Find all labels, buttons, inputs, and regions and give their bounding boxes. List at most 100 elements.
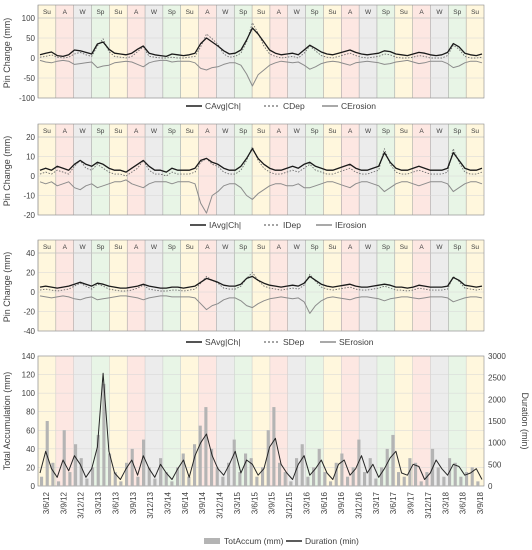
season-band <box>430 356 449 486</box>
season-band <box>412 5 431 98</box>
accum-bar <box>238 472 242 486</box>
season-label: A <box>205 9 210 16</box>
season-label: A <box>348 128 353 135</box>
season-band <box>359 356 377 486</box>
y-tick-label: 100 <box>22 14 36 23</box>
accum-bar <box>136 476 140 486</box>
ylabel-i: Pin Change (mm) <box>2 136 12 207</box>
season-band <box>323 356 342 486</box>
accum-bar <box>329 481 333 486</box>
season-label: Sp <box>239 244 247 251</box>
season-label: A <box>205 128 210 135</box>
season-label: Su <box>471 244 479 251</box>
accum-bar <box>68 472 72 486</box>
x-tick-label: 3/9/16 <box>337 491 346 514</box>
accum-bar <box>255 476 259 486</box>
ylabel-accumulation: Total Accumulation (mm) <box>2 372 12 471</box>
season-band <box>466 5 484 98</box>
season-label: W <box>222 9 229 16</box>
x-tick-label: 3/9/14 <box>198 491 207 514</box>
season-band <box>73 356 92 486</box>
legend-i: IAvg|Ch| IDep IErosion <box>190 220 366 230</box>
season-band <box>234 240 253 331</box>
x-tick-label: 3/3/16 <box>302 491 311 514</box>
season-band <box>73 124 92 215</box>
y2-tick-label: 1500 <box>488 417 506 426</box>
ylabel-s: Pin Change (mm) <box>2 252 12 323</box>
y2-tick-label: 0 <box>488 482 493 491</box>
series-erosion <box>39 59 483 87</box>
season-band <box>323 240 342 331</box>
accum-bar <box>142 439 146 486</box>
series-dep <box>39 22 483 59</box>
season-band <box>323 124 342 215</box>
season-band <box>323 5 342 98</box>
y-tick-label: 80 <box>26 408 35 417</box>
season-band <box>55 240 74 331</box>
y2-tick-label: 3000 <box>488 352 506 361</box>
x-tick-label: 3/12/15 <box>285 491 294 518</box>
season-label: Sp <box>382 128 390 135</box>
season-band <box>252 240 270 331</box>
legend-label-c-dep: CDep <box>283 101 305 111</box>
season-label: A <box>419 244 424 251</box>
season-label: Su <box>400 9 408 16</box>
accum-bar <box>102 383 106 486</box>
season-band <box>145 356 163 486</box>
season-band <box>430 240 449 331</box>
series-duration <box>39 372 483 480</box>
accum-bar <box>414 462 418 486</box>
season-band <box>145 5 163 98</box>
y-tick-label: 50 <box>26 34 35 43</box>
accum-bar <box>91 467 95 486</box>
legend-c: CAvg|Ch| CDep CErosion <box>186 101 376 111</box>
season-band <box>38 124 56 215</box>
y-tick-label: -20 <box>23 211 35 220</box>
accum-bar <box>391 434 395 486</box>
accum-bar <box>159 458 163 486</box>
legend-swatch-totaccum <box>204 538 220 544</box>
accum-bar <box>40 476 44 486</box>
season-label: Su <box>471 128 479 135</box>
season-label: Sp <box>96 128 104 135</box>
season-label: Su <box>114 244 122 251</box>
plot-area-s: Su A W Sp Su A W Sp Su A W Sp Su A W Sp Su A W Sp Su A W Sp Su 40… <box>23 239 485 336</box>
series-avg <box>39 275 483 289</box>
season-band <box>341 124 360 215</box>
accum-bar <box>295 458 299 486</box>
season-band <box>376 356 395 486</box>
season-label: Sp <box>96 9 104 16</box>
plot-area-c: Su A W Sp Su A W Sp Su A W Sp Su A W Sp Su A W Sp Su A W Sp Su 10… <box>19 4 485 103</box>
legend-label-totaccum: TotAccum (mm) <box>224 536 284 546</box>
x-tick-label: 3/6/16 <box>320 491 329 514</box>
season-band <box>162 356 181 486</box>
x-tick-label: 3/12/17 <box>424 491 433 518</box>
accum-bar <box>323 472 327 486</box>
season-label: W <box>294 244 301 251</box>
season-band <box>394 240 413 331</box>
accum-bar <box>62 430 66 486</box>
accum-bar <box>130 448 134 486</box>
legend-label-i-dep: IDep <box>283 220 301 230</box>
accum-bar <box>164 472 168 486</box>
season-label: A <box>134 128 139 135</box>
season-label: Su <box>114 128 122 135</box>
season-label: Sp <box>311 128 319 135</box>
legend-label-s-avg: SAvg|Ch| <box>205 337 240 347</box>
legend-label-s-dep: SDep <box>283 337 305 347</box>
accum-bar <box>278 462 282 486</box>
season-band <box>269 240 288 331</box>
y-tick-label: 20 <box>26 269 35 278</box>
season-label: W <box>436 128 443 135</box>
accum-bar <box>470 467 474 486</box>
series-avg <box>39 27 483 58</box>
accum-bar <box>363 472 367 486</box>
y-tick-label: 40 <box>26 249 35 258</box>
season-band <box>162 124 181 215</box>
season-band <box>180 5 199 98</box>
accum-bar <box>436 467 440 486</box>
plot-area-accumulation: 140 120 100 80 60 40 20 0 3000 2500 2000 1500 1000 50… <box>22 352 507 491</box>
panel-c-pin-change: Su A W Sp Su A W Sp Su A W Sp Su A W Sp Su A W Sp Su A W Sp Su 10… <box>2 4 485 111</box>
accum-bar <box>198 425 202 486</box>
season-label: A <box>419 128 424 135</box>
